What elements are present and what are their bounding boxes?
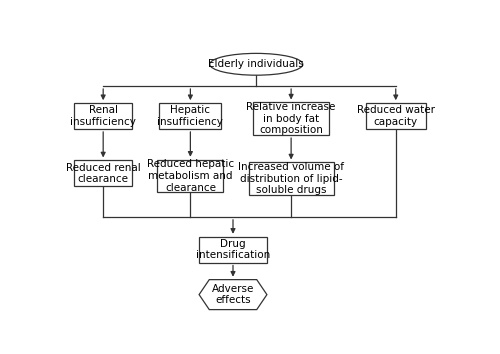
Bar: [254, 102, 329, 135]
Text: Increased volume of
distribution of lipid-
soluble drugs: Increased volume of distribution of lipi…: [238, 162, 344, 195]
Bar: [248, 162, 334, 195]
Bar: [74, 160, 132, 186]
Text: Drug
intensification: Drug intensification: [196, 239, 270, 261]
Text: Reduced renal
clearance: Reduced renal clearance: [66, 162, 140, 184]
Polygon shape: [199, 280, 267, 310]
Bar: [74, 103, 132, 129]
Text: Renal
insufficiency: Renal insufficiency: [70, 105, 136, 127]
Bar: [199, 237, 267, 263]
Text: Reduced water
capacity: Reduced water capacity: [357, 105, 435, 127]
Bar: [160, 103, 222, 129]
Bar: [158, 160, 224, 193]
Text: Adverse
effects: Adverse effects: [212, 284, 254, 306]
Text: Relative increase
in body fat
composition: Relative increase in body fat compositio…: [246, 102, 336, 135]
Ellipse shape: [210, 53, 303, 75]
Text: Hepatic
insufficiency: Hepatic insufficiency: [158, 105, 224, 127]
Bar: [366, 103, 426, 129]
Text: Reduced hepatic
metabolism and
clearance: Reduced hepatic metabolism and clearance: [147, 159, 234, 193]
Text: Elderly individuals: Elderly individuals: [208, 59, 304, 69]
